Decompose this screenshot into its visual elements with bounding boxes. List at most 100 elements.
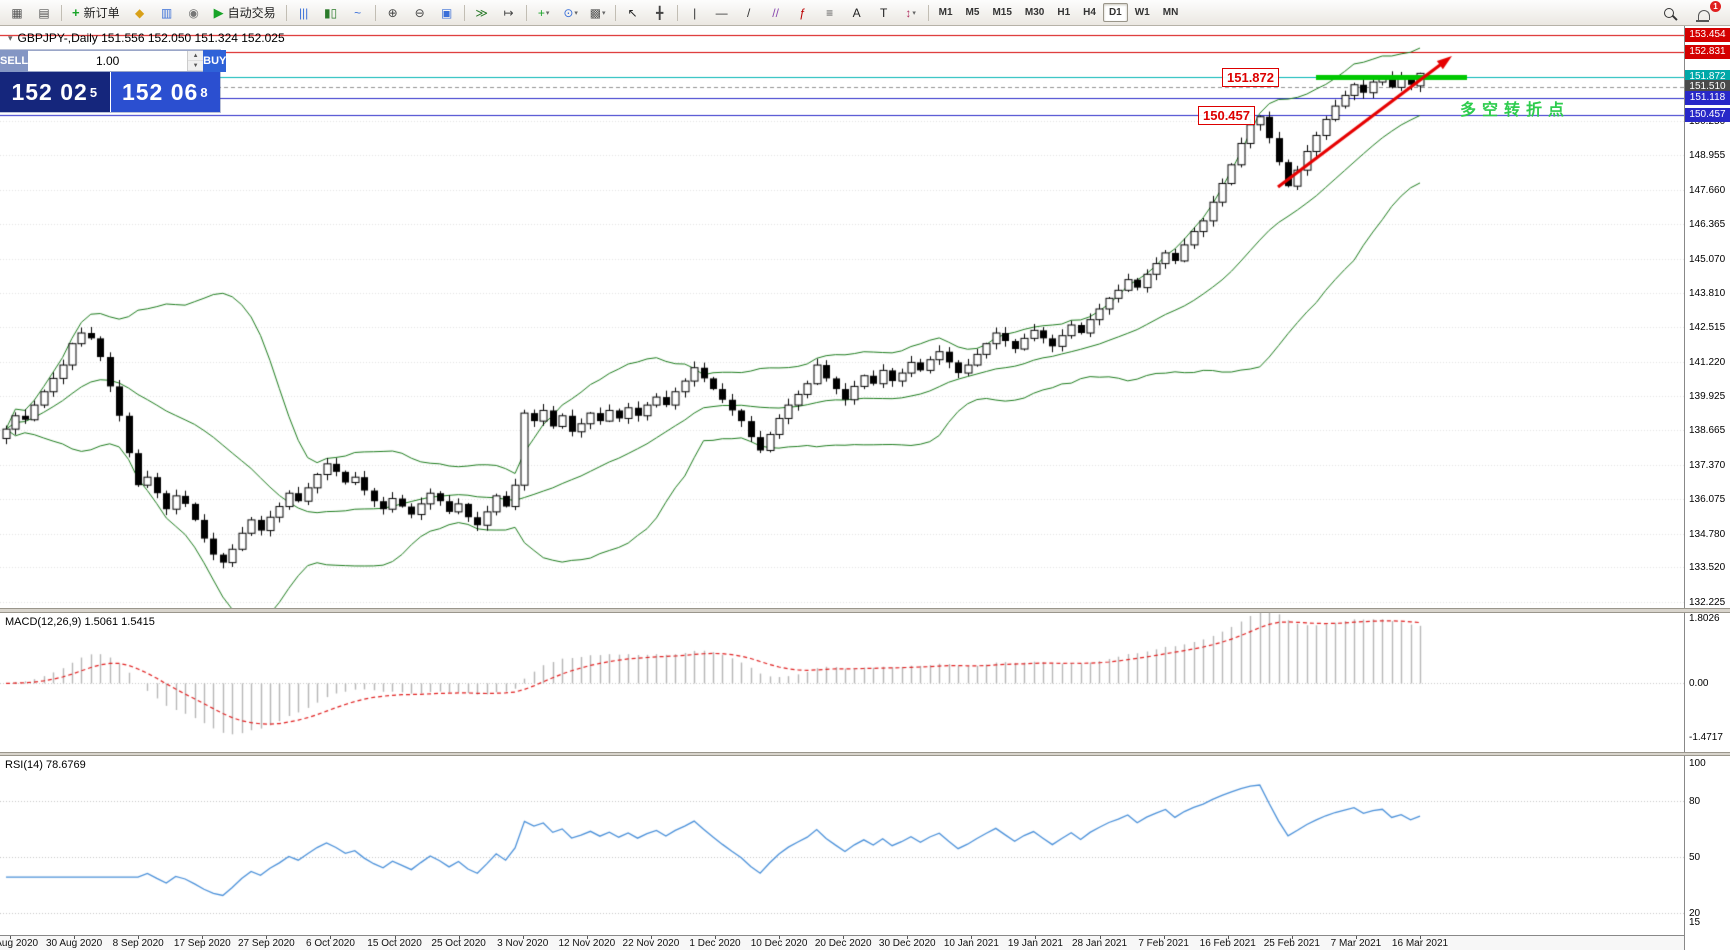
price-badge[interactable]: 150.457 [1685, 108, 1730, 123]
sell-price[interactable]: 152 02 5 [0, 72, 110, 112]
buy-price-main: 152 06 [121, 78, 199, 105]
bar-chart-icon[interactable]: ||| [298, 5, 309, 20]
crosshair-icon[interactable]: ╋ [656, 5, 664, 20]
toolbar-separator [676, 4, 678, 21]
turning-point-label[interactable]: 多空转折点 [1460, 102, 1571, 119]
magnifier-glyph [1664, 7, 1674, 18]
market-watch-icon[interactable]: ▥ [160, 5, 173, 20]
candlestick-chart-icon[interactable]: ▮▯ [324, 5, 338, 20]
time-axis-tick [586, 936, 588, 939]
label-icon[interactable]: T [879, 5, 888, 20]
shapes-icon[interactable]: ≡ [826, 5, 834, 20]
arrows-icon[interactable]: ↕ ▾ [905, 5, 916, 20]
time-axis-label: 12 Nov 2020 [558, 938, 616, 949]
fibonacci-icon[interactable]: ƒ [799, 5, 806, 20]
price-badge[interactable]: 151.118 [1685, 90, 1730, 105]
time-axis-tick [330, 936, 332, 939]
price-badge[interactable]: 153.454 [1685, 28, 1730, 43]
vertical-line-icon[interactable]: | [693, 5, 697, 20]
chart-shift-icon[interactable]: ↦ [503, 5, 514, 20]
panel-splitter[interactable] [0, 752, 1730, 756]
time-axis-label: 30 Dec 2020 [878, 938, 936, 949]
timeframe-m15-button[interactable]: M15 [992, 7, 1012, 18]
chart-workspace: ▾ GBPJPY-,Daily 151.556 152.050 151.324 … [0, 26, 1730, 950]
volume-up-button[interactable]: ▲ [188, 51, 204, 61]
time-axis-tick [650, 936, 652, 939]
indicators-icon[interactable]: + ▾ [537, 5, 550, 20]
volume-down-button[interactable]: ▼ [188, 61, 204, 71]
time-axis-label: 7 Mar 2021 [1330, 938, 1382, 949]
time-axis-tick [971, 936, 973, 939]
panel-splitter[interactable] [0, 608, 1730, 613]
price-badge[interactable]: 152.831 [1685, 44, 1730, 59]
auto-scroll-icon[interactable]: ≫ [475, 5, 488, 20]
buy-button[interactable]: BUY [203, 50, 227, 72]
time-axis-tick [1355, 936, 1357, 939]
timeframe-m1-button[interactable]: M1 [938, 7, 953, 18]
notifications-bell-icon[interactable]: 1 [1688, 0, 1721, 25]
cursor-icon[interactable]: ↖ [627, 5, 638, 20]
time-axis-label: 25 Feb 2021 [1263, 938, 1320, 949]
macd-panel-canvas[interactable] [0, 613, 1684, 752]
toolbar-items: ▦ ▤ + 新订单 ◆ ▥ ◉ ▶ 自动交易 ||| ▮▯ ~ ⊕ ⊖ ▣ ≫ ↦ + ▾ ⊙ ▾ ▩ ▾ ↖ ╋ | — ///ƒ ≡… [4, 0, 1656, 25]
time-axis-label: 27 Sep 2020 [238, 938, 295, 949]
volume-input[interactable] [28, 51, 188, 71]
autotrading-button[interactable]: ▶ 自动交易 [213, 4, 276, 21]
toolbar-separator [374, 4, 376, 21]
search-icon[interactable] [1656, 2, 1682, 24]
strategy-tester-icon[interactable]: ◉ [188, 5, 199, 20]
buy-price[interactable]: 152 06 8 [109, 72, 220, 112]
timeframe-h1-button[interactable]: H1 [1057, 7, 1071, 18]
new-chart-icon[interactable]: ▦ [11, 5, 23, 20]
timeframe-mn-button[interactable]: MN [1162, 7, 1179, 18]
metaeditor-icon[interactable]: ◆ [134, 5, 145, 20]
buy-price-sup: 8 [200, 84, 209, 100]
time-axis-tick [74, 936, 76, 939]
line-chart-icon[interactable]: ~ [354, 5, 362, 20]
time-axis-label: 8 Sep 2020 [112, 938, 164, 949]
time-axis[interactable]: 20 Aug 2020 30 Aug 2020 8 Sep 2020 17 Sep 2… [0, 935, 1684, 950]
time-axis-tick [715, 936, 716, 939]
time-axis-tick [458, 936, 460, 939]
time-axis-label: 28 Jan 2021 [1072, 938, 1128, 949]
price-tick-label: 136.075 [1689, 494, 1726, 506]
time-axis-label: 25 Oct 2020 [431, 938, 486, 949]
resistance-price-label[interactable]: 151.872 [1222, 68, 1279, 87]
templates-icon[interactable]: ▩ ▾ [589, 5, 606, 20]
price-tick-label: 132.225 [1689, 596, 1726, 608]
trendline-icon[interactable]: / [746, 5, 751, 20]
price-axis[interactable]: 150.250148.955147.660146.365145.070143.8… [1684, 26, 1730, 950]
time-axis-label: 3 Nov 2020 [497, 938, 549, 949]
chart-title: GBPJPY-,Daily 151.556 152.050 151.324 15… [17, 31, 285, 45]
sell-button[interactable]: SELL [0, 50, 29, 72]
text-icon[interactable]: A [852, 5, 861, 20]
chart-collapse-icon[interactable]: ▾ [8, 32, 13, 43]
toolbar-right: 1 [1656, 0, 1726, 25]
new-order-button[interactable]: + 新订单 [72, 5, 120, 20]
timeframe-m5-button[interactable]: M5 [965, 7, 980, 18]
timeframe-h4-button[interactable]: H4 [1083, 7, 1096, 18]
time-axis-label: 15 Oct 2020 [367, 938, 422, 949]
zoom-out-icon[interactable]: ⊖ [414, 5, 425, 20]
rsi-tick-label: 20 [1689, 907, 1701, 919]
price-tick-label: 139.925 [1689, 391, 1726, 403]
periods-icon[interactable]: ⊙ ▾ [563, 5, 578, 20]
price-tick-label: 143.810 [1689, 287, 1726, 299]
timeframe-d1-button[interactable]: D1 [1102, 3, 1128, 22]
price-tick-label: 137.370 [1689, 459, 1726, 471]
tile-windows-icon[interactable]: ▣ [440, 5, 453, 20]
main-chart-canvas[interactable] [0, 26, 1684, 608]
price-tick-label: 142.515 [1689, 322, 1726, 334]
horizontal-line-icon[interactable]: — [715, 5, 728, 20]
zoom-in-icon[interactable]: ⊕ [387, 5, 398, 20]
rsi-panel-canvas[interactable] [0, 756, 1684, 935]
time-axis-label: 6 Oct 2020 [305, 938, 355, 949]
chart-profiles-icon[interactable]: ▤ [38, 5, 50, 20]
time-axis-tick [843, 936, 845, 939]
support-price-label[interactable]: 150.457 [1198, 106, 1255, 125]
channel-icon[interactable]: // [772, 5, 779, 20]
timeframe-m30-button[interactable]: M30 [1024, 7, 1045, 18]
timeframe-w1-button[interactable]: W1 [1134, 7, 1150, 18]
chart-header: ▾ GBPJPY-,Daily 151.556 152.050 151.324 … [8, 31, 285, 45]
